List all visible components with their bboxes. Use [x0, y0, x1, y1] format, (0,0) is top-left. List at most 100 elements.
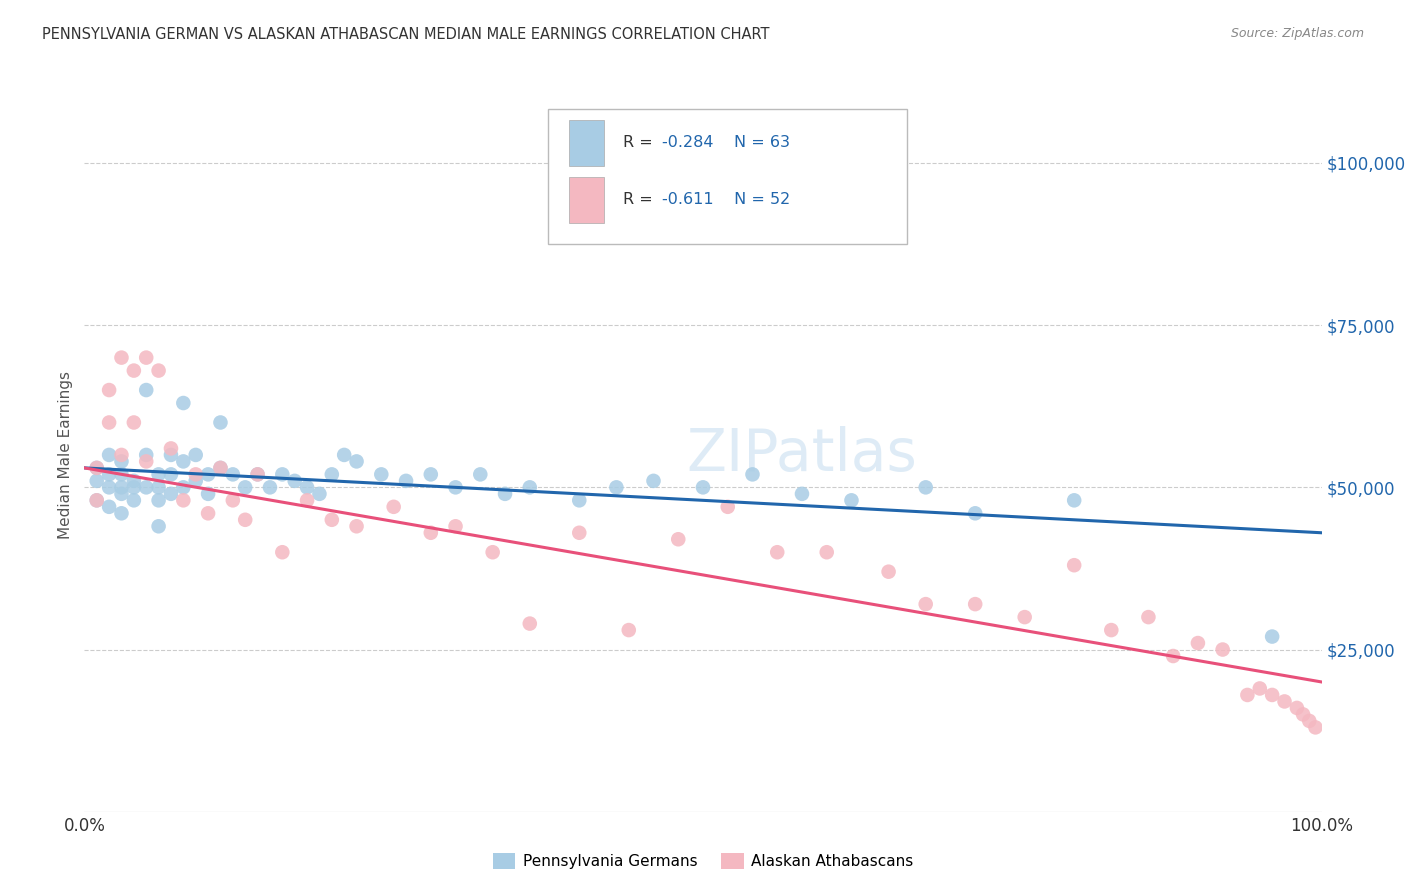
Point [86, 493, 108, 508]
Point [197, 487, 219, 501]
Point [98, 467, 121, 482]
Point [86, 461, 108, 475]
Point [295, 480, 318, 494]
Point [617, 623, 640, 637]
Point [98, 383, 121, 397]
Point [184, 474, 207, 488]
Point [1261, 688, 1284, 702]
Point [295, 493, 318, 508]
Point [160, 442, 183, 456]
Point [110, 487, 132, 501]
Point [122, 480, 145, 494]
Point [1274, 694, 1296, 708]
Text: ZIPatlas: ZIPatlas [686, 426, 918, 483]
Point [110, 448, 132, 462]
Point [160, 467, 183, 482]
Point [135, 448, 157, 462]
Point [419, 525, 441, 540]
Point [444, 519, 467, 533]
Point [172, 480, 194, 494]
Point [568, 493, 591, 508]
Point [86, 474, 108, 488]
Point [1249, 681, 1271, 696]
Point [1014, 610, 1036, 624]
Point [172, 454, 194, 468]
Point [643, 474, 665, 488]
Point [717, 500, 740, 514]
Point [419, 467, 441, 482]
Point [444, 480, 467, 494]
Point [481, 545, 503, 559]
Point [110, 480, 132, 494]
FancyBboxPatch shape [569, 177, 605, 223]
Point [382, 500, 405, 514]
Point [172, 493, 194, 508]
Text: -0.284    N = 63: -0.284 N = 63 [662, 136, 790, 150]
Point [308, 487, 330, 501]
Point [841, 493, 863, 508]
Point [209, 461, 232, 475]
Point [1285, 701, 1308, 715]
Point [1063, 493, 1085, 508]
Point [321, 513, 343, 527]
Point [1292, 707, 1315, 722]
Point [246, 467, 269, 482]
Text: R =: R = [623, 136, 658, 150]
Point [135, 383, 157, 397]
Point [197, 467, 219, 482]
Point [233, 480, 256, 494]
Point [1261, 630, 1284, 644]
Point [321, 467, 343, 482]
Point [160, 487, 183, 501]
Point [222, 493, 245, 508]
Point [1236, 688, 1258, 702]
Point [110, 467, 132, 482]
Point [766, 545, 789, 559]
Point [666, 533, 689, 547]
Point [346, 519, 368, 533]
FancyBboxPatch shape [548, 109, 907, 244]
Point [1305, 720, 1327, 734]
Point [86, 461, 108, 475]
Point [197, 506, 219, 520]
Point [519, 616, 541, 631]
Point [135, 454, 157, 468]
Point [333, 448, 356, 462]
Point [209, 416, 232, 430]
Point [370, 467, 392, 482]
Legend: Pennsylvania Germans, Alaskan Athabascans: Pennsylvania Germans, Alaskan Athabascan… [486, 847, 920, 875]
Point [1212, 642, 1234, 657]
Point [346, 454, 368, 468]
Point [965, 597, 987, 611]
Point [271, 545, 294, 559]
Point [98, 448, 121, 462]
Point [1298, 714, 1320, 728]
Text: -0.611    N = 52: -0.611 N = 52 [662, 193, 790, 207]
Point [790, 487, 813, 501]
Text: PENNSYLVANIA GERMAN VS ALASKAN ATHABASCAN MEDIAN MALE EARNINGS CORRELATION CHART: PENNSYLVANIA GERMAN VS ALASKAN ATHABASCA… [42, 27, 769, 42]
Point [184, 467, 207, 482]
Point [122, 493, 145, 508]
Point [148, 467, 170, 482]
Point [98, 416, 121, 430]
Point [122, 416, 145, 430]
Point [122, 363, 145, 377]
Point [110, 506, 132, 520]
Point [209, 461, 232, 475]
Point [877, 565, 900, 579]
Point [148, 519, 170, 533]
Point [86, 493, 108, 508]
Point [148, 480, 170, 494]
Point [692, 480, 714, 494]
Point [1137, 610, 1160, 624]
Point [246, 467, 269, 482]
Point [815, 545, 838, 559]
FancyBboxPatch shape [569, 120, 605, 166]
Point [519, 480, 541, 494]
Point [914, 597, 936, 611]
Point [135, 351, 157, 365]
Y-axis label: Median Male Earnings: Median Male Earnings [58, 371, 73, 539]
Point [110, 351, 132, 365]
Point [395, 474, 418, 488]
Point [470, 467, 492, 482]
